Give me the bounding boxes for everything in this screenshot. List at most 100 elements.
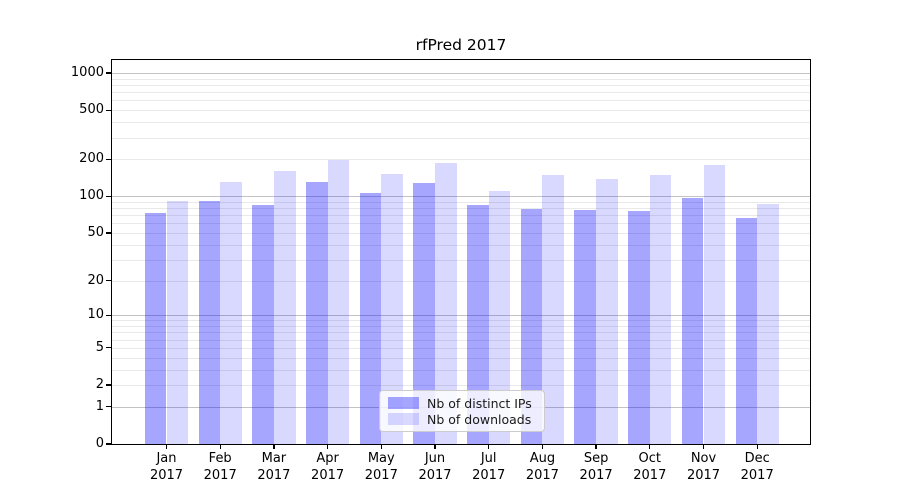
bar (628, 211, 650, 444)
legend-swatch-downloads-icon (388, 413, 419, 425)
x-tick-mark (649, 444, 651, 449)
y-tick-mark (106, 279, 112, 282)
y-tick-mark (106, 195, 112, 197)
gridline-minor (112, 159, 810, 161)
y-tick-mark (106, 347, 112, 349)
bar (435, 163, 457, 444)
bar (757, 203, 779, 444)
y-tick-label: 1000 (70, 64, 104, 80)
x-tick-mark (219, 444, 221, 449)
gridline-minor (112, 110, 810, 112)
x-tick-year: 2017 (525, 468, 559, 483)
bar (520, 208, 543, 444)
x-tick-month: Dec (744, 451, 770, 466)
x-tick-mark (380, 444, 382, 449)
gridline-minor (112, 332, 810, 334)
bar (252, 205, 274, 444)
y-tick-mark (106, 232, 112, 234)
x-tick-month: Jul (480, 451, 497, 466)
gridline-minor (112, 201, 810, 203)
bar (359, 192, 382, 444)
bar (703, 164, 726, 444)
gridline-minor (112, 385, 810, 386)
x-tick-mark (165, 444, 168, 449)
x-tick-month: Feb (208, 451, 232, 466)
gridline-major (112, 73, 810, 74)
gridline-minor (112, 244, 810, 246)
y-tick-label: 10 (87, 307, 104, 323)
y-tick-label: 500 (79, 102, 104, 118)
x-tick-mark (756, 444, 758, 449)
gridline-minor (112, 78, 810, 80)
x-tick-mark (326, 444, 329, 449)
gridline-minor (112, 339, 810, 341)
gridline-major (112, 196, 810, 198)
y-tick-label: 5 (95, 339, 104, 355)
x-tick-month: Mar (261, 451, 287, 466)
y-tick-label: 0 (95, 436, 104, 451)
x-tick-mark (595, 444, 597, 449)
bar (166, 200, 189, 444)
y-tick-mark (106, 314, 112, 316)
y-tick-label: 50 (87, 224, 104, 240)
y-tick-mark (106, 72, 112, 74)
legend-item-downloads: Nb of downloads (388, 411, 535, 427)
y-tick-mark (106, 109, 112, 111)
x-tick-label: Sep 2017 (561, 450, 631, 484)
gridline-minor (112, 100, 810, 102)
gridline-minor (112, 122, 810, 124)
gridline-minor (112, 347, 810, 349)
x-tick-label: Oct 2017 (615, 450, 685, 484)
y-tick-mark (106, 158, 112, 160)
bar (144, 212, 167, 444)
bar (305, 182, 328, 444)
bar (467, 205, 489, 444)
bar (381, 173, 403, 444)
x-tick-month: Oct (638, 451, 662, 466)
x-tick-year: 2017 (364, 468, 398, 483)
y-tick-label: 100 (79, 188, 104, 204)
bar (649, 175, 672, 444)
legend-item-distinct-ips: Nb of distinct IPs (388, 395, 535, 411)
x-tick-month: Sep (583, 451, 609, 466)
x-tick-month: Jun (424, 451, 446, 466)
y-tick-mark (106, 384, 112, 386)
gridline-minor (112, 357, 810, 359)
x-tick-month: Aug (529, 451, 556, 466)
legend-label-distinct-ips: Nb of distinct IPs (427, 395, 532, 411)
bar (488, 190, 511, 444)
x-tick-label: Feb 2017 (185, 450, 255, 484)
x-tick-month: Jan (156, 451, 177, 466)
gridline-minor (112, 137, 810, 139)
chart-title: rfPred 2017 (415, 36, 507, 54)
x-tick-year: 2017 (472, 468, 506, 483)
y-tick-label: 200 (79, 151, 104, 167)
gridline-minor (112, 320, 810, 322)
x-tick-mark (434, 444, 436, 449)
x-tick-mark (702, 444, 705, 449)
x-tick-year: 2017 (149, 468, 184, 483)
x-tick-year: 2017 (203, 468, 237, 483)
x-tick-label: Dec 2017 (722, 450, 792, 484)
gridline-major (112, 315, 810, 317)
bar (220, 182, 242, 444)
x-tick-label: Jul 2017 (454, 450, 524, 484)
gridline-minor (112, 369, 810, 371)
y-tick-mark (106, 443, 112, 445)
bar (681, 198, 704, 444)
x-tick-mark (541, 444, 544, 449)
y-tick-label: 2 (95, 377, 104, 392)
bar (273, 170, 296, 444)
gridline-minor (112, 232, 810, 234)
bar (542, 175, 565, 444)
x-tick-year: 2017 (686, 468, 721, 483)
gridline-minor (112, 208, 810, 209)
x-tick-month: Apr (316, 451, 339, 466)
legend: Nb of distinct IPs Nb of downloads (379, 390, 545, 432)
x-tick-label: May 2017 (346, 450, 416, 484)
bar (574, 210, 597, 444)
x-tick-month: May (367, 451, 395, 466)
x-tick-label: Aug 2017 (507, 450, 577, 484)
x-tick-mark (273, 444, 275, 449)
